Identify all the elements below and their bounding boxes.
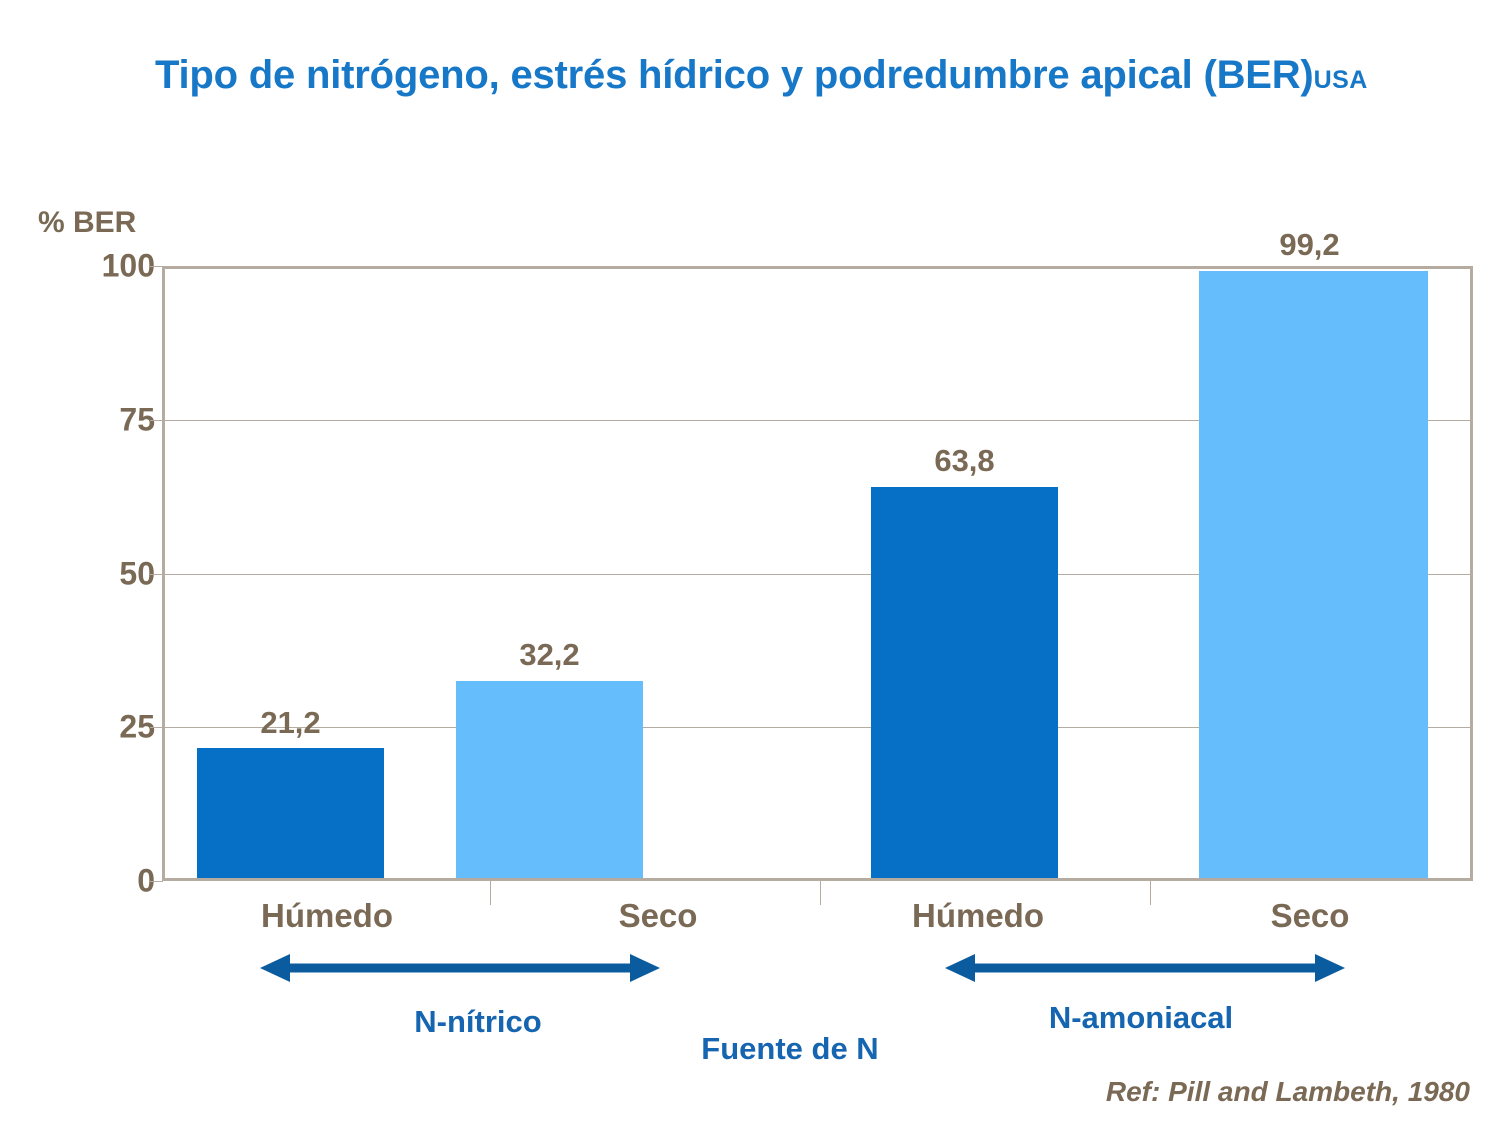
gridline-25 <box>165 727 1470 728</box>
y-tick-mark-75 <box>150 420 163 421</box>
x-category-label-1: Húmedo <box>261 897 393 934</box>
x-tick-mark-1 <box>490 881 491 905</box>
page-title-main: Tipo de nitrógeno, estrés hídrico y podr… <box>155 53 1314 97</box>
plot-area <box>162 266 1473 881</box>
bar-value-humedo-amoniacal: 63,8 <box>934 443 995 478</box>
y-tick-label-100: 100 <box>101 247 155 284</box>
gridline-75 <box>165 420 1470 421</box>
y-tick-mark-0 <box>150 881 163 882</box>
y-tick-mark-25 <box>150 727 163 728</box>
y-tick-label-50: 50 <box>119 555 155 592</box>
bar-seco-nitrico[interactable] <box>456 681 643 878</box>
bar-seco-amoniacal[interactable] <box>1199 271 1428 878</box>
y-axis-title: % BER <box>38 206 137 239</box>
bar-value-humedo-nitrico: 21,2 <box>260 705 321 740</box>
x-category-label-2: Seco <box>618 897 698 934</box>
group-label-n-amoniacal: N-amoniacal <box>1048 1000 1234 1035</box>
x-axis-title: Fuente de N <box>701 1031 879 1066</box>
y-tick-label-0: 0 <box>137 862 155 899</box>
page-title: Tipo de nitrógeno, estrés hídrico y podr… <box>155 52 1405 99</box>
group-label-n-nitrico: N-nítrico <box>414 1004 542 1039</box>
y-tick-label-75: 75 <box>119 401 155 438</box>
x-tick-mark-3 <box>1150 881 1151 905</box>
y-tick-label-25: 25 <box>119 708 155 745</box>
group-arrow-n-amoniacal <box>945 954 1345 982</box>
bar-humedo-nitrico[interactable] <box>197 748 384 878</box>
bar-value-seco-amoniacal: 99,2 <box>1279 227 1340 262</box>
y-tick-mark-50 <box>150 574 163 575</box>
reference-note: Ref: Pill and Lambeth, 1980 <box>1105 1076 1470 1107</box>
bar-value-seco-nitrico: 32,2 <box>519 637 580 672</box>
page-title-superscript: USA <box>1313 66 1368 94</box>
y-tick-mark-100 <box>150 266 163 267</box>
x-category-label-4: Seco <box>1270 897 1350 934</box>
x-category-label-3: Húmedo <box>912 897 1044 934</box>
group-arrow-n-nitrico <box>260 954 660 982</box>
x-tick-mark-2 <box>820 881 821 905</box>
bar-humedo-amoniacal[interactable] <box>871 487 1058 878</box>
gridline-50 <box>165 574 1470 575</box>
